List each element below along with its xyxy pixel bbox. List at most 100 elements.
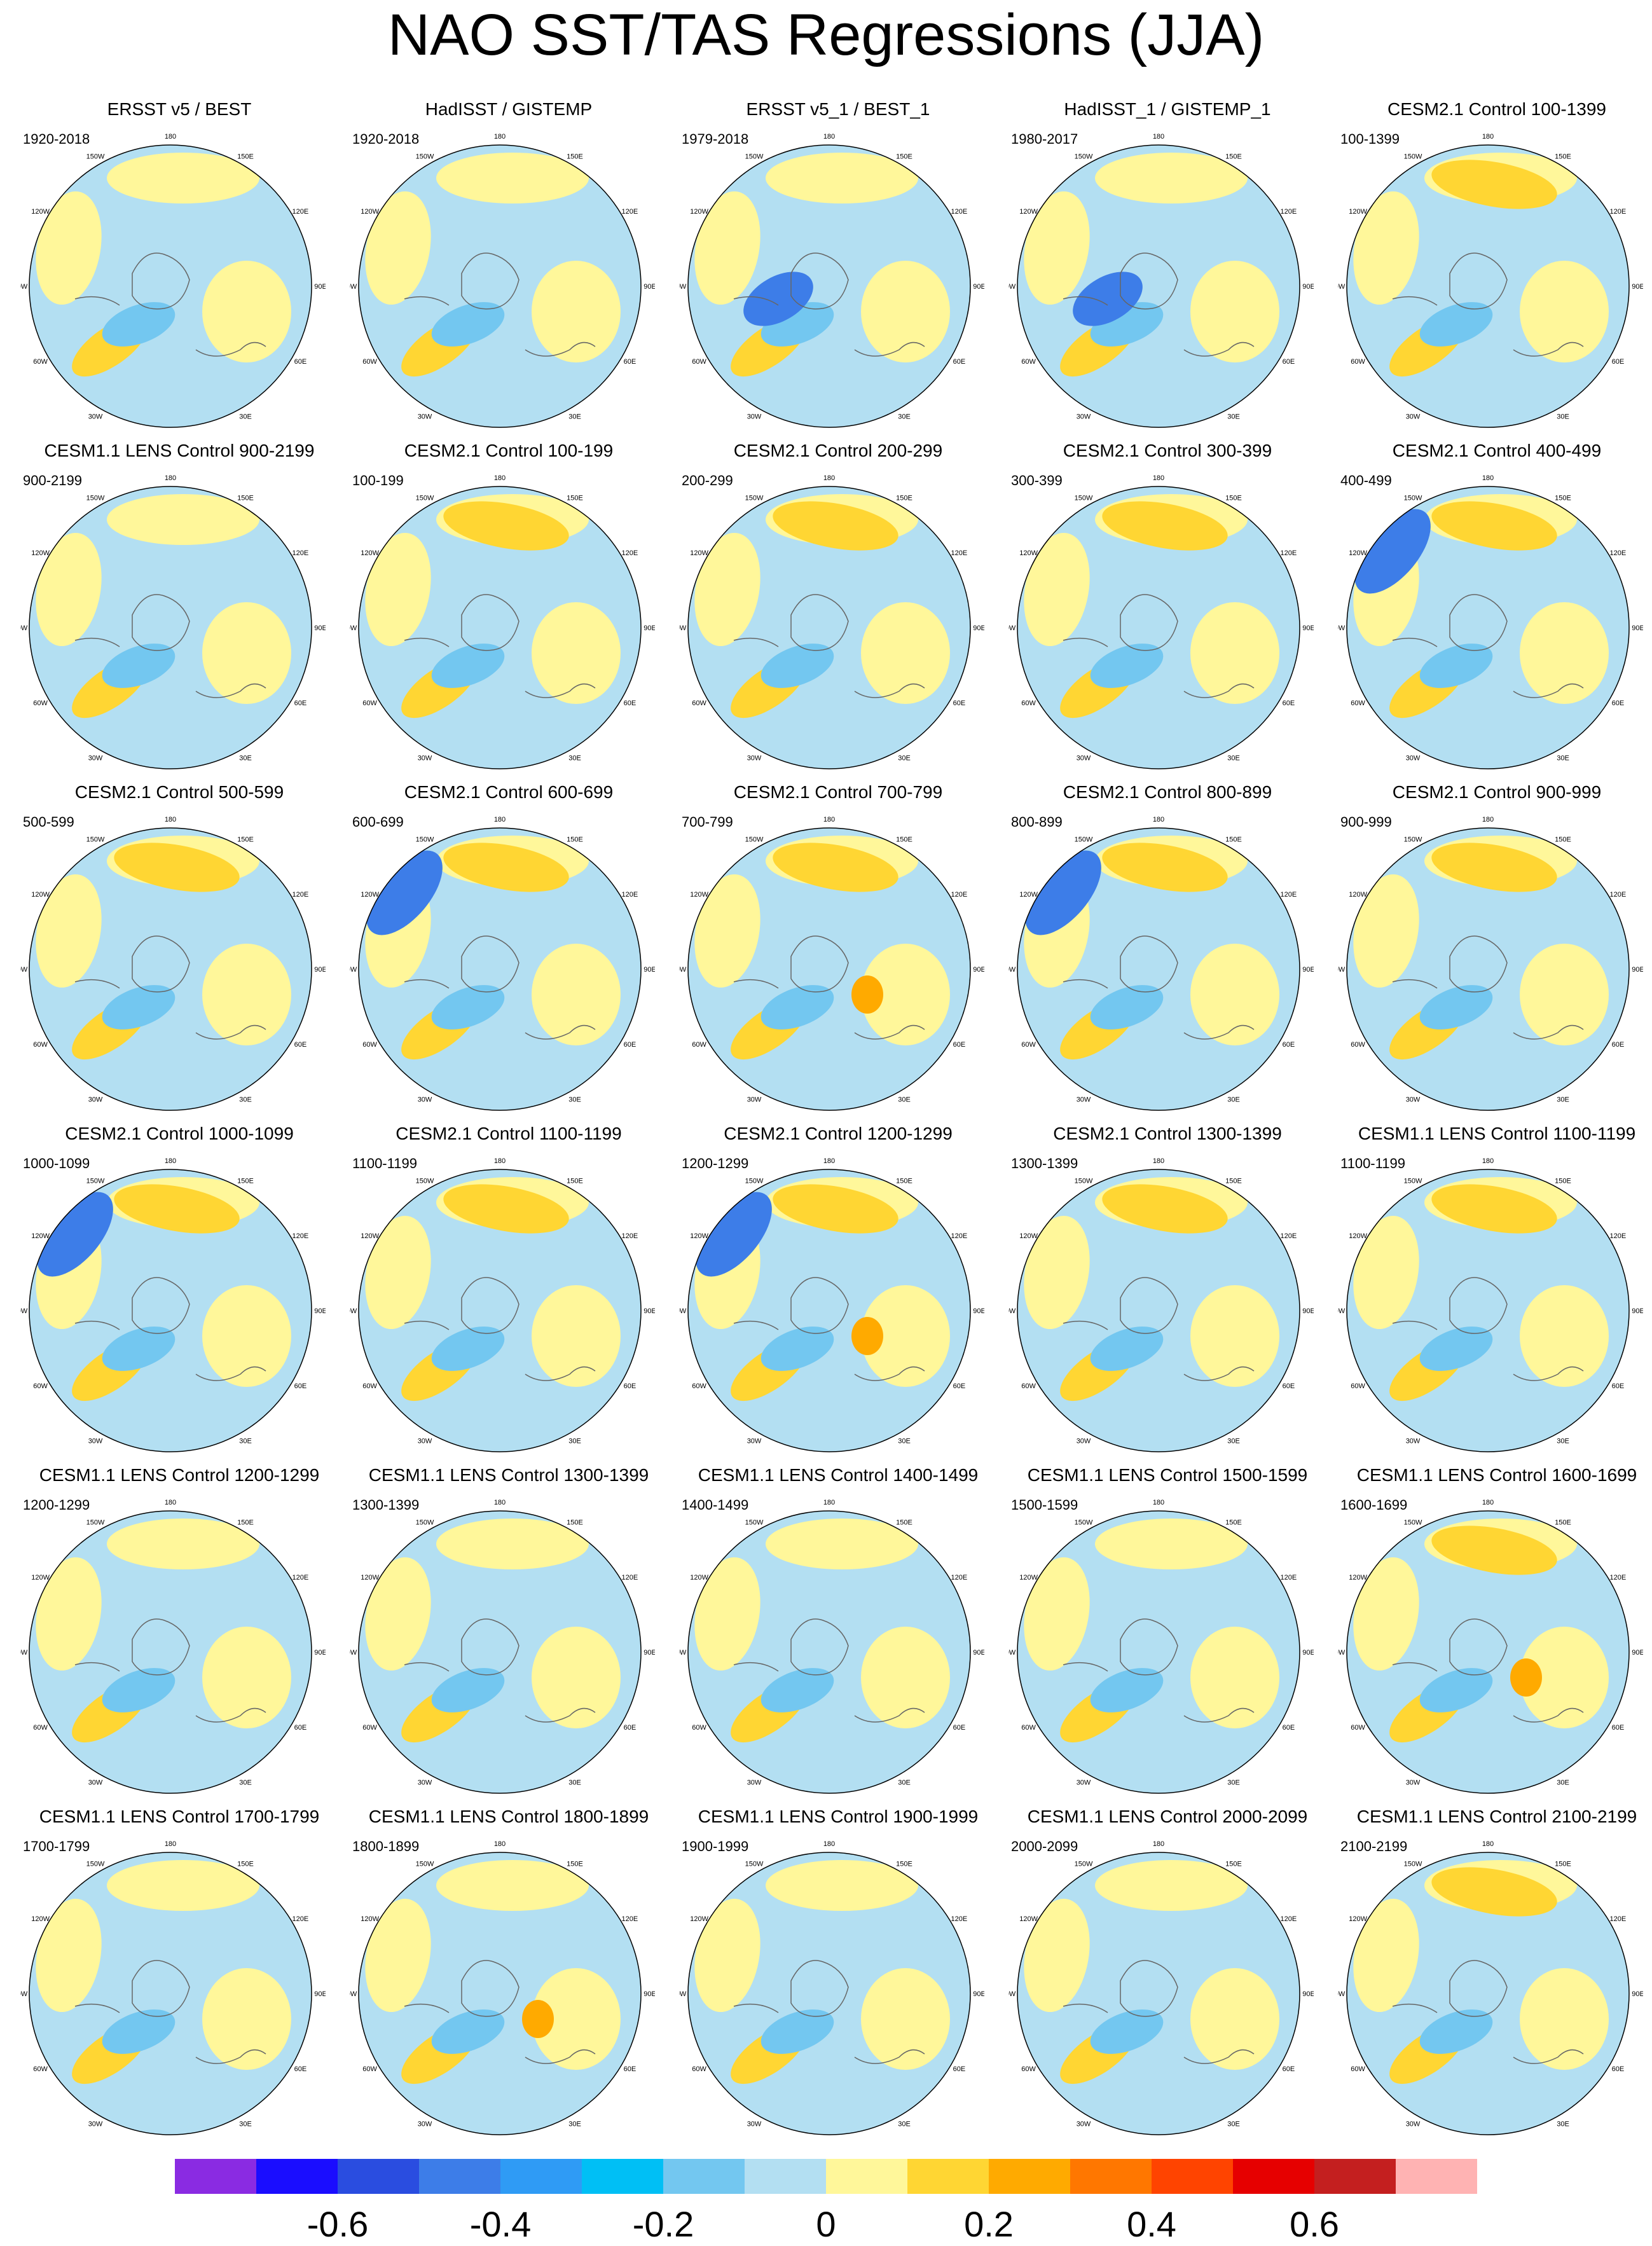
panel-years: 200-299 [682,474,733,488]
longitude-label: 90E [314,283,326,291]
panel-title: CESM2.1 Control 400-499 [1392,441,1602,460]
panel-years: 400-499 [1340,474,1392,488]
longitude-label: 180 [1482,474,1494,482]
panel-years: 1100-1199 [352,1157,417,1171]
longitude-label: 90W [350,1990,357,1998]
longitude-label: 90E [644,1307,655,1315]
longitude-label: 90E [644,1649,655,1657]
longitude-label: 120E [622,549,638,557]
longitude-label: 30W [1406,2120,1421,2128]
polar-map: 1300-1399180150E120E90E60E30E030W60W90W1… [1008,1157,1314,1452]
coastline [74,1618,266,1723]
panel-title: CESM2.1 Control 800-899 [1063,782,1272,802]
map-border [1017,1852,1300,2135]
longitude-label: 90E [1302,624,1314,632]
longitude-label: 120W [690,208,708,216]
panel-title: CESM2.1 Control 1300-1399 [1053,1124,1282,1143]
map-border [29,1169,312,1452]
coastline [404,594,596,698]
anomaly-region [202,261,291,362]
longitude-label: 120W [361,549,379,557]
coastline [404,1960,596,2064]
coastline [1063,1277,1255,1381]
longitude-label: 30W [1406,413,1421,420]
longitude-label: 60W [33,1382,48,1390]
longitude-label: 120W [31,891,50,899]
panel-title: CESM2.1 Control 300-399 [1063,441,1272,460]
polar-map: 1500-1599180150E120E90E60E30E030W60W90W1… [1008,1498,1314,1794]
longitude-label: 30E [1557,2120,1569,2128]
anomaly-region [102,644,176,688]
polar-map: 1400-1499180150E120E90E60E30E030W60W90W1… [679,1498,984,1794]
polar-map: 100-1399180150E120E90E60E30E030W60W90W12… [1338,132,1643,428]
polar-map: 2100-2199180150E120E90E60E30E030W60W90W1… [1338,1840,1643,2135]
longitude-label: 90W [679,283,687,291]
coastline [733,1618,925,1723]
anomaly-region [1431,843,1557,892]
longitude-label: 150W [86,1861,105,1868]
anomaly-region [532,261,621,362]
coastline [1063,1618,1255,1723]
anomaly-region [696,1192,772,1277]
longitude-label: 120W [1019,208,1038,216]
longitude-label: 90W [679,1649,687,1657]
map-border [687,1510,971,1794]
longitude-label: 150W [86,495,105,502]
longitude-label: 120W [361,891,379,899]
panel-title: CESM2.1 Control 500-599 [74,782,284,802]
longitude-label: 180 [494,1840,506,1848]
anomaly-region [694,1557,761,1671]
longitude-label: 90W [350,624,357,632]
longitude-label: 120W [1349,208,1367,216]
longitude-label: 120W [690,549,708,557]
anomaly-region [102,302,176,347]
longitude-label: 90E [644,966,655,974]
longitude-label: 180 [1153,1157,1164,1165]
anomaly-region [1024,1557,1090,1671]
anomaly-region [766,1860,918,1911]
longitude-label: 30W [88,413,103,420]
anomaly-region [102,1668,176,1712]
longitude-label: 150E [1225,1178,1242,1185]
longitude-label: 120W [1349,1915,1367,1923]
anomaly-region [366,850,443,935]
longitude-label: 150E [1555,495,1571,502]
longitude-label: 90E [644,283,655,291]
map-panel: CESM2.1 Control 400-499 400-499 180 150E 120… [1332,436,1649,773]
coastline [74,594,266,698]
map-panel: CESM2.1 Control 600-699 600-699 180 150E 120… [343,777,661,1114]
anomaly-region [1431,160,1557,209]
panel-title: CESM1.1 LENS Control 1100-1199 [1358,1124,1636,1143]
longitude-label: 60E [953,1724,966,1732]
longitude-label: 60E [624,1724,637,1732]
longitude-label: 30E [1557,1096,1569,1103]
longitude-label: 30E [239,1096,252,1103]
longitude-label: 60E [1612,2065,1625,2073]
longitude-label: 90W [1008,1649,1016,1657]
longitude-label: 60W [1351,358,1365,366]
map-panel: CESM2.1 Control 100-199 100-199 180 150E 120… [343,436,661,773]
panel-title: CESM1.1 LENS Control 1900-1999 [698,1807,979,1826]
longitude-label: 120W [1019,891,1038,899]
anomaly-region [532,944,621,1045]
anomaly-region [1025,850,1101,935]
anomaly-region [1190,602,1279,704]
anomaly-region [861,1968,950,2070]
coastline [404,1277,596,1381]
longitude-label: 150W [1075,836,1093,844]
longitude-label: 120E [1610,1574,1627,1581]
longitude-label: 150W [745,836,764,844]
polar-map: 900-2199180150E120E90E60E30E030W60W90W12… [20,474,326,769]
map-panel: CESM2.1 Control 800-899 800-899 180 150E 120… [1002,777,1320,1114]
longitude-label: 90W [350,966,357,974]
longitude-label: 60W [362,1382,377,1390]
map-panel: HadISST / GISTEMP 1920-2018 180 150E 120E 90E… [343,94,661,431]
panel-years: 1200-1299 [682,1157,748,1171]
map-panel: CESM2.1 Control 1200-1299 1200-1299 180 150… [673,1119,991,1456]
longitude-label: 150W [1404,495,1422,502]
anomaly-region [365,191,431,305]
longitude-label: 60E [1283,2065,1295,2073]
colorbar-tick-label: 0 [816,2204,836,2244]
coastline [733,252,925,357]
longitude-label: 60W [33,358,48,366]
